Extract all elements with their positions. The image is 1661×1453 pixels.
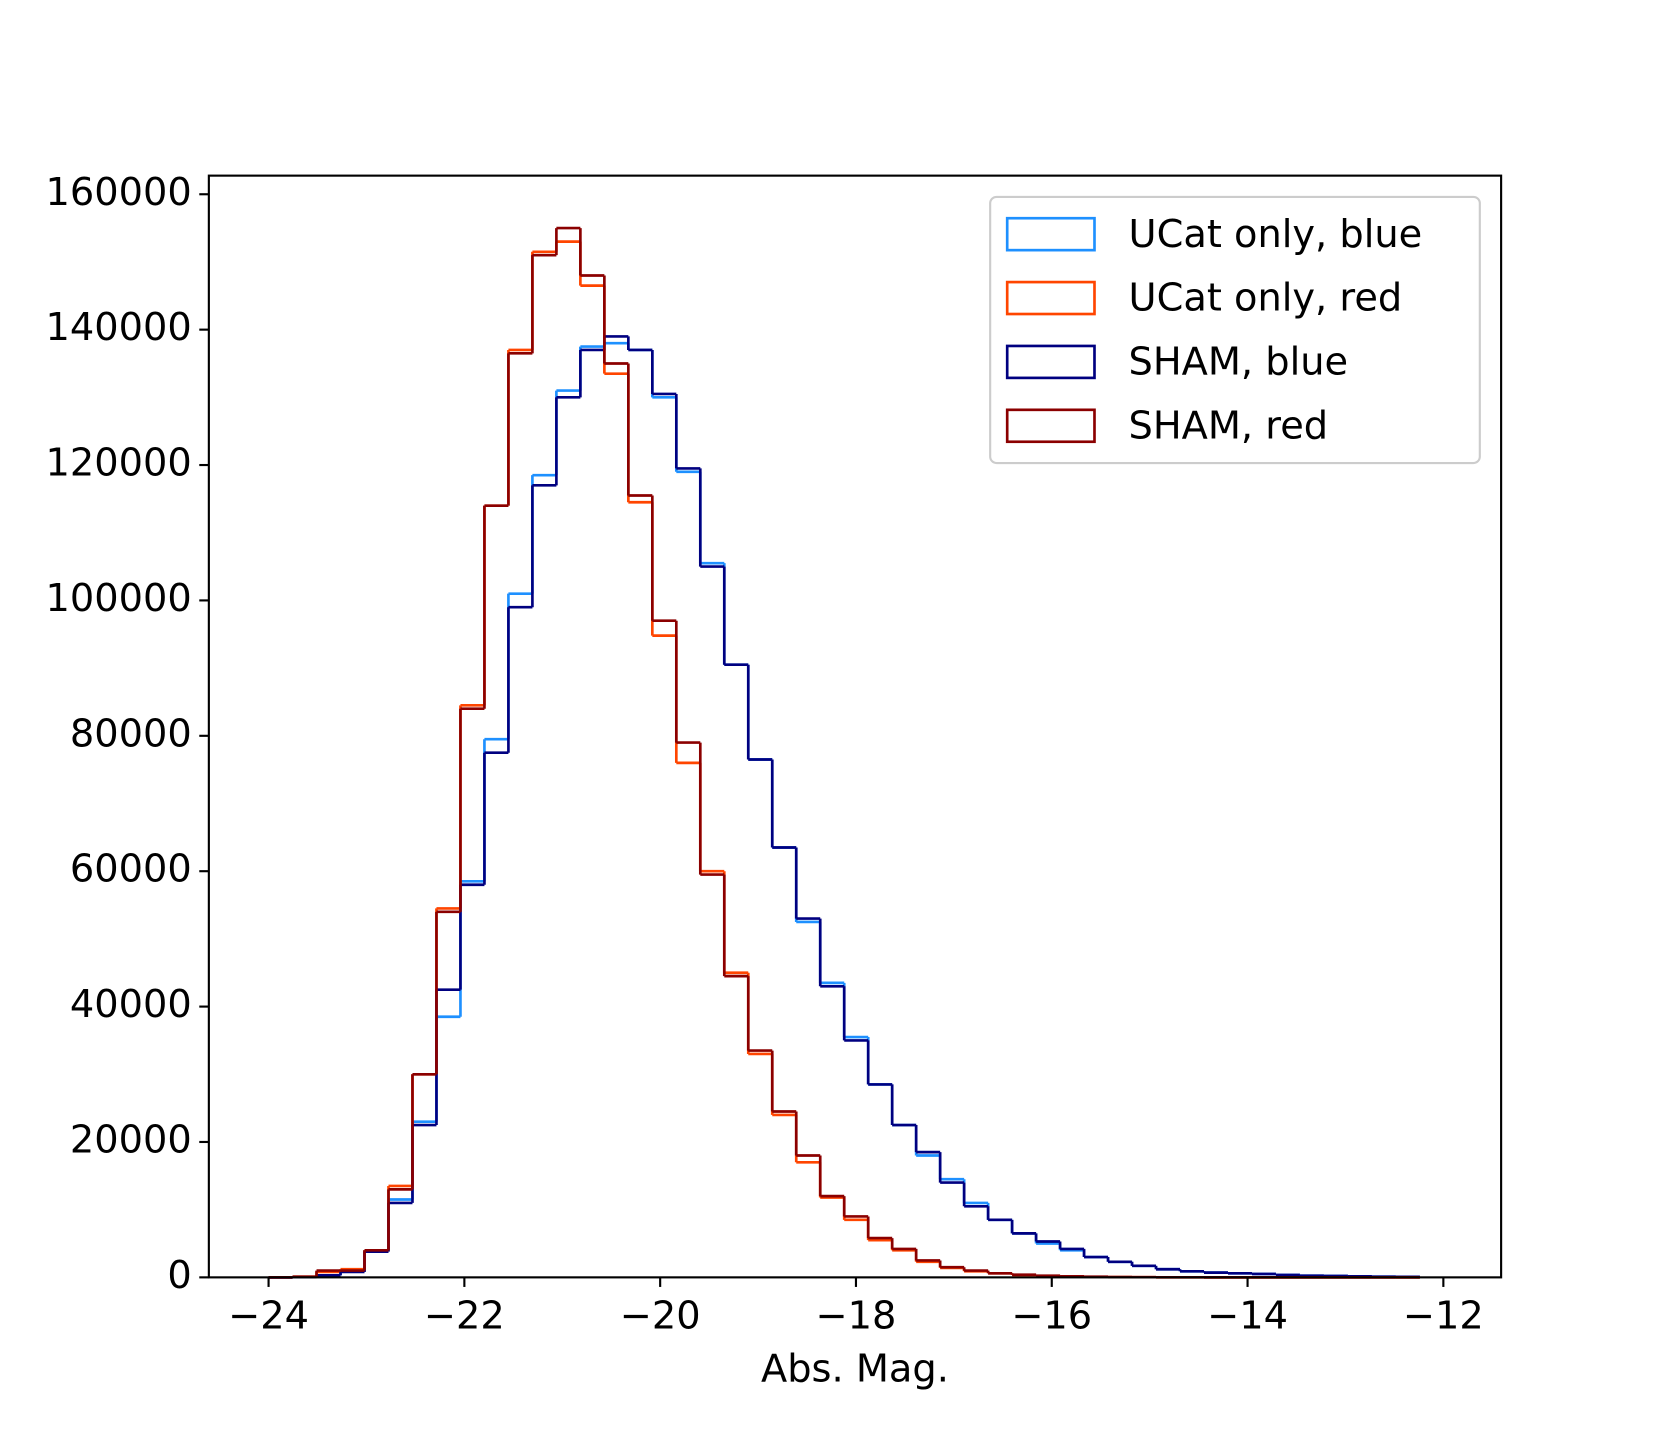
histogram-series <box>268 341 1422 1279</box>
y-tick-label: 140000 <box>46 305 192 350</box>
y-tick-label: 60000 <box>70 847 192 892</box>
x-tick-label: −20 <box>620 1293 701 1338</box>
y-tick-label: 20000 <box>70 1117 192 1162</box>
legend-label: SHAM, red <box>1129 403 1329 448</box>
legend: UCat only, blue UCat only, red SHAM, blue S… <box>989 195 1481 465</box>
y-tick-label: 100000 <box>46 576 192 621</box>
y-tick-label: 40000 <box>70 982 192 1027</box>
legend-label: UCat only, blue <box>1129 212 1423 257</box>
x-tick-label: −22 <box>424 1293 505 1338</box>
y-tick-label: 0 <box>167 1253 191 1298</box>
legend-box <box>989 195 1481 465</box>
histogram-series <box>268 335 1422 1279</box>
y-tick-label: 120000 <box>46 441 192 486</box>
step-riser <box>291 336 1422 1278</box>
legend-label: UCat only, red <box>1129 276 1403 321</box>
legend-swatch <box>1005 344 1096 380</box>
y-tick-label: 80000 <box>70 711 192 756</box>
x-tick-label: −24 <box>228 1293 309 1338</box>
legend-swatch <box>1005 216 1096 252</box>
x-axis-label: Abs. Mag. <box>761 1347 949 1392</box>
legend-swatch <box>1005 408 1096 444</box>
legend-label: SHAM, blue <box>1129 340 1349 385</box>
legend-swatch <box>1005 280 1096 316</box>
x-tick-label: −14 <box>1207 1293 1288 1338</box>
step-riser <box>291 343 1422 1278</box>
x-tick-label: −16 <box>1011 1293 1092 1338</box>
x-tick-label: −12 <box>1403 1293 1484 1338</box>
x-tick-label: −18 <box>816 1293 897 1338</box>
y-tick-label: 160000 <box>46 170 192 215</box>
